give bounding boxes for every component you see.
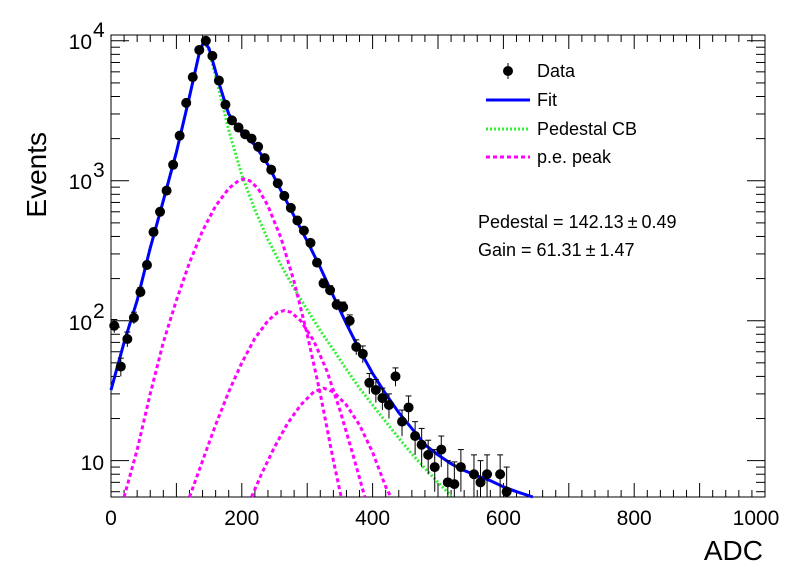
data-point xyxy=(298,225,309,236)
data-point xyxy=(220,99,231,110)
data-point xyxy=(403,402,414,413)
x-tick-label: 800 xyxy=(617,507,652,530)
data-point xyxy=(318,278,329,289)
x-tick-label: 400 xyxy=(355,507,390,530)
data-point xyxy=(416,439,427,450)
x-tick-labels: 0 200 400 600 800 1000 xyxy=(105,507,779,530)
data-point xyxy=(259,153,270,164)
data-point xyxy=(397,416,408,427)
data-point xyxy=(475,477,486,488)
data-point xyxy=(266,164,277,175)
data-point xyxy=(468,469,479,480)
y-tick-exponent: 2 xyxy=(93,300,105,323)
data-point xyxy=(292,215,303,226)
x-tick-label: 0 xyxy=(105,507,117,530)
data-point xyxy=(272,178,283,189)
data-point xyxy=(135,287,146,298)
data-point xyxy=(233,122,244,133)
data-point xyxy=(187,72,198,83)
data-point xyxy=(174,130,185,141)
pedestal-cb-curve xyxy=(109,40,453,497)
legend-item-data: Data xyxy=(503,61,576,81)
data-point xyxy=(370,384,381,395)
y-axis-title: Events xyxy=(21,132,52,218)
y-tick-label: 10 xyxy=(69,312,92,335)
pedestal-result: Pedestal = 142.13 ±0.49 xyxy=(478,212,677,232)
x-tick-label: 200 xyxy=(224,507,259,530)
data-point xyxy=(351,341,362,352)
fit-results: Pedestal = 142.13 ±0.49 Gain = 61.31 ±1.47 xyxy=(478,212,677,260)
data-point xyxy=(364,377,375,388)
x-tick-label: 600 xyxy=(486,507,521,530)
legend-label-pe-peak: p.e. peak xyxy=(537,147,612,167)
data-point xyxy=(501,486,512,497)
fit-curves xyxy=(109,39,534,499)
y-tick-label: 10 xyxy=(69,31,92,54)
data-point xyxy=(194,44,205,55)
data-point xyxy=(312,257,323,268)
legend-item-fit: Fit xyxy=(486,90,557,110)
data-point xyxy=(168,159,179,170)
legend-data-marker xyxy=(503,66,513,76)
data-point xyxy=(357,348,368,359)
plot-frame xyxy=(110,34,766,498)
y-tick-exponent: 3 xyxy=(93,159,105,182)
data-point xyxy=(141,260,152,271)
data-point xyxy=(148,227,159,238)
data-point xyxy=(482,469,493,480)
legend: Data Fit Pedestal CB p.e. peak xyxy=(486,61,637,167)
data-point xyxy=(279,190,290,201)
data-point xyxy=(338,302,349,313)
data-point xyxy=(122,334,133,345)
data-point xyxy=(207,50,218,61)
data-point xyxy=(115,361,126,372)
x-tick-label: 1000 xyxy=(733,507,780,530)
data-point xyxy=(377,393,388,404)
data-point xyxy=(305,237,316,248)
data-point xyxy=(285,202,296,213)
data-point xyxy=(226,115,237,126)
data-point xyxy=(161,185,172,196)
data-point xyxy=(423,449,434,460)
axis-ticks xyxy=(110,35,766,497)
p-e-peak-3-curve xyxy=(250,386,393,498)
y-tick-label: 10 xyxy=(69,171,92,194)
legend-label-data: Data xyxy=(537,61,576,81)
legend-item-pedestal: Pedestal CB xyxy=(486,119,637,139)
x-axis-title: ADC xyxy=(704,535,763,566)
legend-label-pedestal: Pedestal CB xyxy=(537,119,637,139)
fit-curve xyxy=(109,39,534,499)
data-point xyxy=(410,431,421,442)
data-point xyxy=(325,285,336,296)
y-tick-label: 10 xyxy=(81,452,104,475)
data-point xyxy=(449,479,460,490)
data-point xyxy=(495,469,506,480)
data-point xyxy=(429,462,440,473)
data-point xyxy=(390,371,401,382)
gain-result: Gain = 61.31 ±1.47 xyxy=(478,240,635,260)
data-point xyxy=(200,35,211,46)
data-point xyxy=(155,206,166,217)
data-point xyxy=(109,320,120,331)
data-point xyxy=(455,462,466,473)
p-e-peak-2-curve xyxy=(188,309,367,498)
data-point xyxy=(344,315,355,326)
data-points xyxy=(109,35,512,497)
p-e-peak-1-curve xyxy=(122,177,343,498)
data-point xyxy=(181,97,192,108)
data-point xyxy=(436,444,447,455)
data-point xyxy=(128,312,139,323)
y-tick-labels: 10 10 2 10 3 10 4 xyxy=(69,19,105,475)
data-point xyxy=(253,141,264,152)
y-tick-exponent: 4 xyxy=(93,19,105,42)
data-point xyxy=(383,399,394,410)
data-point xyxy=(213,75,224,86)
data-point xyxy=(246,133,257,144)
legend-item-pe-peak: p.e. peak xyxy=(486,147,612,167)
legend-label-fit: Fit xyxy=(537,90,557,110)
